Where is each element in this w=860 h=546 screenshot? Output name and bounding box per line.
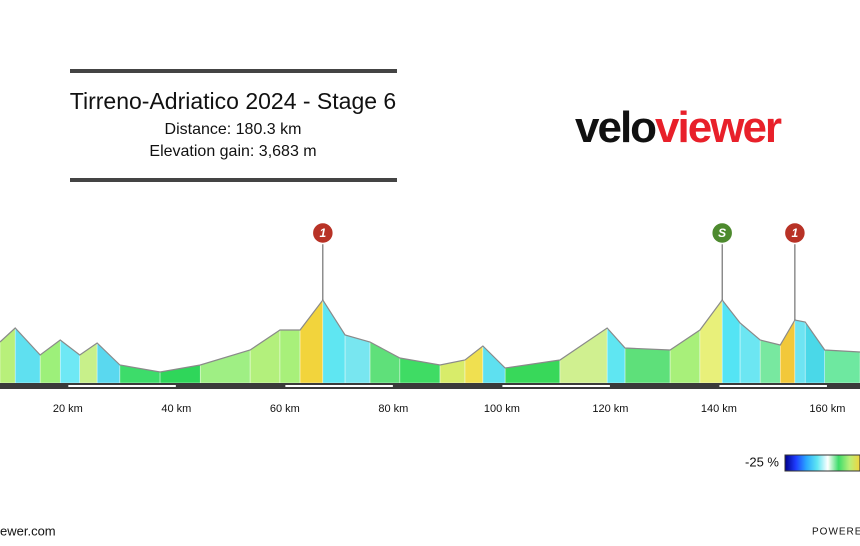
logo: veloviewer bbox=[575, 103, 782, 152]
footer-text: ewer.com bbox=[0, 523, 56, 538]
axis-stripe bbox=[501, 385, 611, 387]
logo-text: velo bbox=[575, 103, 656, 152]
x-tick-label: 100 km bbox=[484, 403, 520, 415]
marker-badge bbox=[783, 221, 807, 245]
legend-label: -25 % bbox=[745, 454, 779, 469]
x-tick-label: 120 km bbox=[592, 403, 628, 415]
profile-segment bbox=[794, 319, 806, 384]
profile-segment bbox=[824, 349, 860, 384]
profile-line bbox=[0, 298, 860, 373]
profile-segment bbox=[759, 339, 781, 384]
axis-stripe bbox=[718, 385, 828, 387]
legend-colorbar bbox=[784, 454, 860, 472]
logo-text: viewer bbox=[655, 103, 782, 152]
x-tick-label: 160 km bbox=[809, 403, 845, 415]
x-tick-label: 140 km bbox=[701, 403, 737, 415]
marker-badge bbox=[311, 221, 335, 245]
axis-stripe bbox=[284, 385, 394, 387]
chart-title: Tirreno-Adriatico 2024 - Stage 6 bbox=[70, 88, 396, 114]
x-tick-label: 80 km bbox=[378, 403, 408, 415]
subtitle: Elevation gain: 3,683 m bbox=[149, 143, 316, 160]
x-axis-bar bbox=[0, 383, 860, 389]
profile: 20 km 40 km 60 km 80 km 100 km 120 km 140 km 16… bbox=[0, 221, 860, 415]
profile-segment bbox=[279, 329, 301, 384]
x-tick-label: 40 km bbox=[161, 403, 191, 415]
marker-badge bbox=[710, 221, 734, 245]
marker-label: S bbox=[718, 226, 726, 240]
marker-label: 1 bbox=[319, 226, 326, 240]
subtitle: Distance: 180.3 km bbox=[165, 121, 302, 138]
x-tick-label: 60 km bbox=[270, 403, 300, 415]
axis-stripe bbox=[67, 385, 177, 387]
profile-segment bbox=[624, 347, 671, 384]
footer-text: POWERED bbox=[812, 527, 860, 538]
profile-segment bbox=[344, 334, 371, 384]
x-tick-label: 20 km bbox=[53, 403, 83, 415]
marker-label: 1 bbox=[792, 226, 799, 240]
